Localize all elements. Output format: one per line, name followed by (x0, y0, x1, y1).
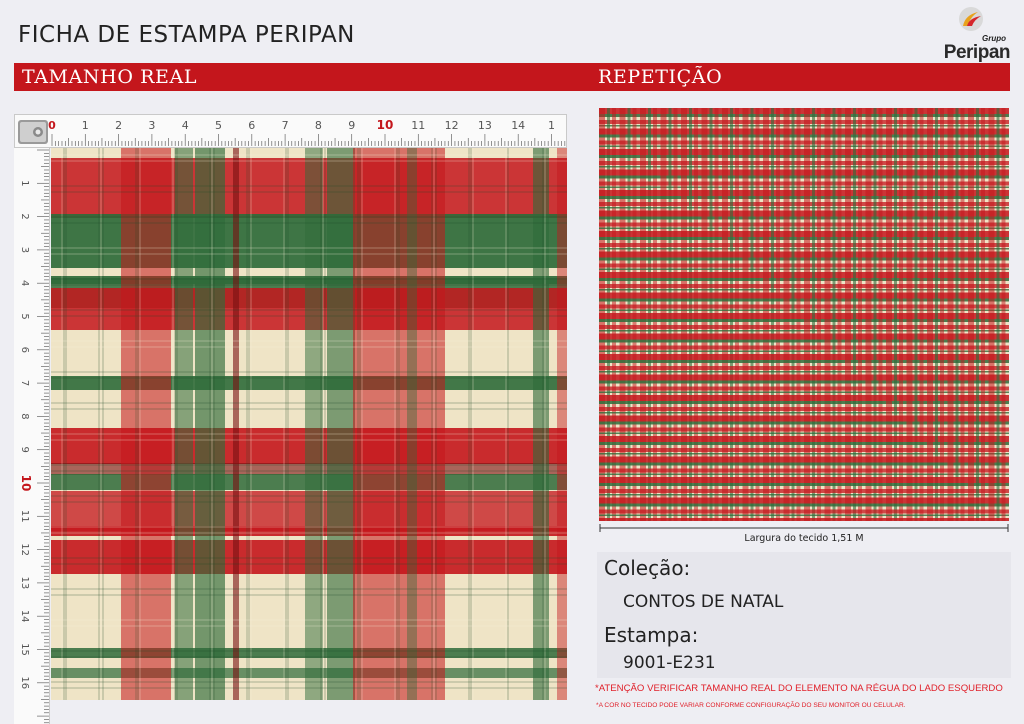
ruler-left-label: 13 (19, 577, 30, 590)
warning-real-size: *ATENÇÃO VERIFICAR TAMANHO REAL DO ELEME… (595, 683, 1003, 694)
ruler-left-label: 4 (19, 280, 30, 286)
ruler-top: 0 1 2 3 4 5 6 7 8 9 10 11 12 13 14 1 (14, 114, 567, 148)
section-label-real-size: TAMANHO REAL (22, 66, 198, 88)
section-band-repeat: REPETIÇÃO (579, 63, 1010, 91)
page-title: FICHA DE ESTAMPA PERIPAN (18, 22, 355, 48)
ruler-top-ticks: 0 1 2 3 4 5 6 7 8 9 10 11 12 13 14 1 (48, 118, 566, 146)
ruler-top-label: 13 (478, 119, 492, 132)
fabric-print-real-size (51, 148, 567, 700)
ruler-left-label: 14 (19, 610, 30, 623)
ruler-left-label: 8 (19, 413, 30, 419)
plaid-pattern-repeat (599, 108, 1009, 521)
ruler-top-label: 6 (248, 119, 255, 132)
ruler-left: 1 2 3 4 5 6 7 8 9 10 11 12 13 14 15 16 (14, 148, 50, 724)
ruler-top-label: 1 (82, 119, 89, 132)
print-heading: Estampa: (604, 623, 699, 647)
ruler-hinge-icon (18, 120, 48, 144)
ruler-left-label: 10 (19, 475, 33, 492)
section-band-real-size: TAMANHO REAL (14, 63, 579, 91)
ruler-top-label: 7 (282, 119, 289, 132)
ruler-top-label: 3 (148, 119, 155, 132)
ruler-left-label: 2 (19, 213, 30, 219)
ruler-top-label: 11 (411, 119, 425, 132)
print-info-panel: Coleção: CONTOS DE NATAL Estampa: 9001-E… (597, 552, 1011, 678)
logo-grupo-text: Grupo (982, 34, 1006, 43)
ruler-left-label: 7 (19, 380, 30, 386)
ruler-left-label: 16 (19, 676, 30, 689)
ruler-left-label: 5 (19, 313, 30, 319)
ruler-left-label: 3 (19, 247, 30, 253)
collection-heading: Coleção: (604, 556, 691, 580)
collection-value: CONTOS DE NATAL (623, 592, 784, 612)
ruler-left-label: 6 (19, 347, 30, 353)
logo-name-text: Peripan (943, 42, 1011, 63)
plaid-pattern-real (51, 148, 567, 700)
fabric-print-repeat (599, 108, 1009, 521)
ruler-left-label: 15 (19, 643, 30, 656)
peripan-logo-icon (959, 7, 983, 31)
ruler-left-label: 1 (19, 180, 30, 186)
ruler-left-label: 12 (19, 543, 30, 556)
ruler-left-label: 9 (19, 447, 30, 453)
warning-color-variation: *A COR NO TECIDO PODE VARIAR CONFORME CO… (596, 702, 906, 709)
ruler-top-label: 8 (315, 119, 322, 132)
ruler-top-label: 5 (215, 119, 222, 132)
peripan-logo: Grupo Peripan (934, 6, 1011, 63)
ruler-top-label: 10 (377, 118, 394, 132)
ruler-top-label: 1 (548, 119, 555, 132)
ruler-top-label: 0 (48, 119, 56, 132)
ruler-top-label: 2 (115, 119, 122, 132)
ruler-left-label: 11 (19, 510, 30, 523)
fabric-width-label: Largura do tecido 1,51 M (744, 533, 864, 544)
print-code-value: 9001-E231 (623, 653, 716, 673)
fabric-width-dimension-line (599, 524, 1009, 532)
ruler-top-label: 12 (445, 119, 459, 132)
section-label-repeat: REPETIÇÃO (598, 66, 723, 88)
ruler-top-label: 14 (511, 119, 525, 132)
ruler-top-label: 4 (182, 119, 189, 132)
ruler-top-label: 9 (348, 119, 355, 132)
